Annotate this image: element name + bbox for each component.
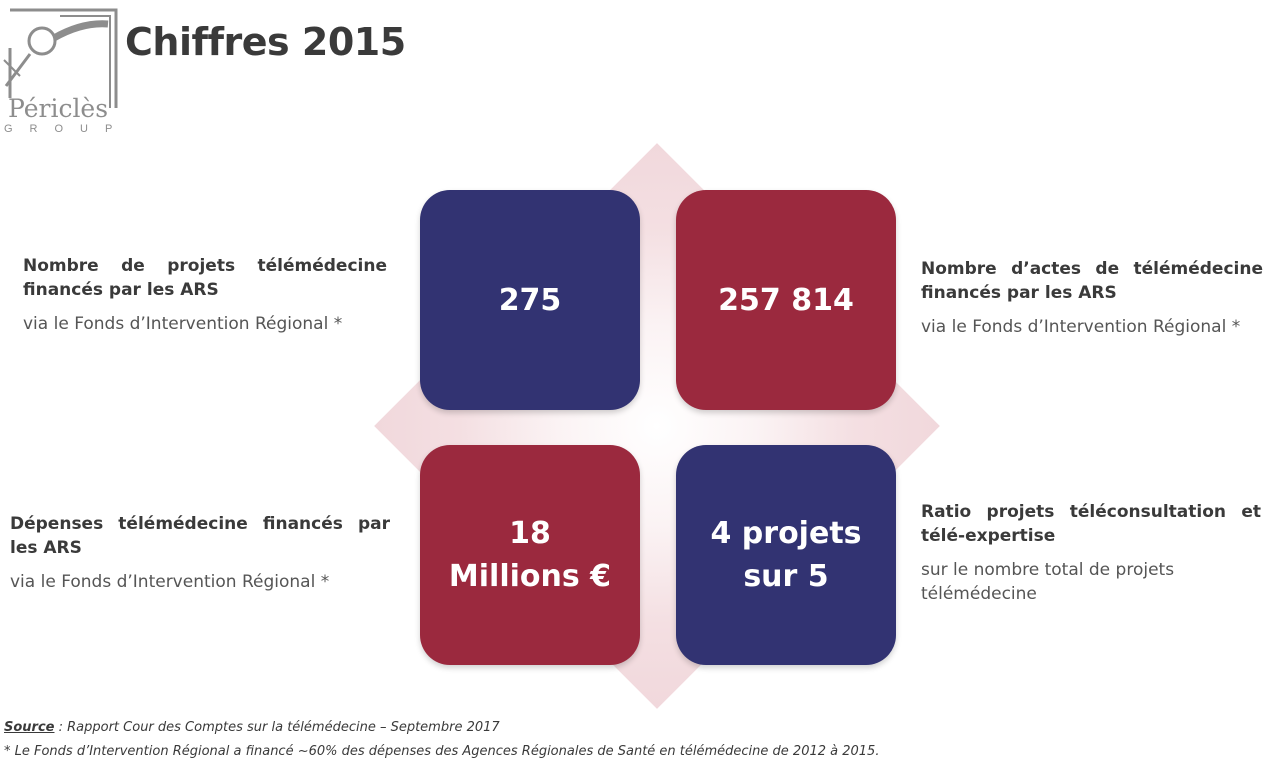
stat-description-ratio: Ratio projets téléconsultation et télé-e… [921,500,1261,606]
tile-ratio: 4 projets sur 5 [676,445,896,665]
stat-subtext: via le Fonds d’Intervention Régional * [921,317,1241,337]
stat-heading: Dépenses télémédecine financés par les A… [10,514,390,558]
stat-heading: Nombre de projets télémédecine financés … [23,256,387,300]
source-label: Source [4,720,55,735]
stat-subtext: via le Fonds d’Intervention Régional * [10,572,330,592]
stat-subtext: sur le nombre total de projets télémédec… [921,560,1175,604]
tile-value-line-2: Millions € [448,559,612,594]
stat-description-projects: Nombre de projets télémédecine financés … [23,254,387,336]
tile-value-line-2: sur 5 [743,559,829,594]
footnote: * Le Fonds d’Intervention Régional a fin… [4,744,880,759]
tile-value-line-1: 4 projets [710,516,862,551]
tile-value: 257 814 [718,282,854,318]
tile-acts-count: 257 814 [676,190,896,410]
tile-value: 275 [498,282,562,318]
pericles-logo: Périclès [2,8,120,138]
stat-description-acts: Nombre d’actes de télémédecine financés … [921,257,1263,339]
stat-subtext: via le Fonds d’Intervention Régional * [23,314,343,334]
pericles-logo-mark [3,8,118,108]
logo-group: GROUP [4,123,130,135]
stat-heading: Nombre d’actes de télémédecine financés … [921,259,1263,303]
tile-value-line-1: 18 [509,516,551,551]
source-text: : Rapport Cour des Comptes sur la télémé… [54,720,500,735]
stat-heading: Ratio projets téléconsultation et télé-e… [921,502,1261,546]
tile-projects-count: 275 [420,190,640,410]
page-title: Chiffres 2015 [125,20,406,64]
source-note: Source : Rapport Cour des Comptes sur la… [4,720,500,735]
logo-name: Périclès [8,94,109,123]
stat-description-spending: Dépenses télémédecine financés par les A… [10,512,390,594]
tile-spending: 18 Millions € [420,445,640,665]
